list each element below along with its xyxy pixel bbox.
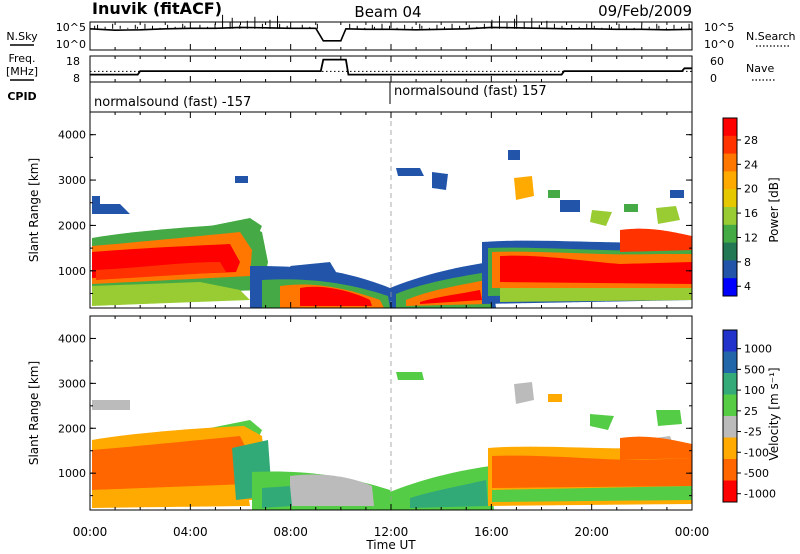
nave-tick-top: 60 <box>710 55 724 68</box>
velocity-colorbar-swatch <box>723 373 737 395</box>
power-y-tick: 3000 <box>58 174 86 187</box>
velocity-colorbar-swatch <box>723 416 737 438</box>
velocity-colorbar-tick: -500 <box>744 467 769 480</box>
noise-panel: N.Sky 10^5 10^0 10^5 10^0 N.Search <box>6 14 796 51</box>
velocity-colorbar-swatch <box>723 480 737 503</box>
freq-label: Freq. <box>8 52 35 65</box>
cpid-right-text: normalsound (fast) 157 <box>394 84 547 99</box>
nsky-spikes <box>89 14 690 29</box>
power-colorbar-swatch <box>723 278 737 297</box>
x-tick-label: 00:00 <box>675 525 710 539</box>
velocity-colorbar-tick: 500 <box>744 363 765 376</box>
power-colorbar-swatch <box>723 118 737 137</box>
power-panel: 1000 2000 3000 4000 Slant Range [km] <box>27 111 693 309</box>
power-colorbar-swatch <box>723 242 737 261</box>
cpid-label: CPID <box>7 90 36 103</box>
power-colorbar-tick: 12 <box>744 231 758 244</box>
velocity-colorbar-tick: -25 <box>744 426 762 439</box>
velocity-colorbar-swatch <box>723 394 737 417</box>
velocity-colorbar: 1000 500 100 25 -25 -100 -500 -1000 Velocity [m… <box>722 329 781 503</box>
velocity-y-axis: 1000 2000 3000 4000 <box>58 332 692 497</box>
power-colorbar-tick: 28 <box>744 134 758 147</box>
power-colorbar-swatch <box>723 260 737 279</box>
x-tick-label: 12:00 <box>374 525 409 539</box>
x-tick-label: 16:00 <box>474 525 509 539</box>
noise-tick-bottom-right: 10^0 <box>704 38 734 51</box>
power-colorbar-swatch <box>723 153 737 172</box>
freq-unit-label: [MHz] <box>6 65 38 78</box>
station-title: Inuvik (fitACF) <box>92 0 222 18</box>
noise-tick-top-right: 10^5 <box>704 21 734 34</box>
freq-line <box>90 58 692 76</box>
freq-tick-top: 18 <box>66 55 80 68</box>
freq-tick-bottom: 8 <box>73 72 80 85</box>
velocity-heatmap <box>92 372 692 510</box>
power-colorbar-tick: 16 <box>744 207 758 220</box>
x-axis-label: Time UT <box>365 538 416 552</box>
noise-tick-top-left: 10^5 <box>56 21 86 34</box>
cpid-row: CPID normalsound (fast) -157 normalsound… <box>7 82 693 112</box>
power-y-tick: 4000 <box>58 129 86 142</box>
power-colorbar-tick: 24 <box>744 158 758 171</box>
power-colorbar-swatch <box>723 171 737 190</box>
power-colorbar-swatch <box>723 224 737 244</box>
power-colorbar-swatch <box>723 135 737 155</box>
velocity-panel: 1000 2000 3000 4000 Slant Range [km] <box>27 315 693 511</box>
noise-tick-bottom-left: 10^0 <box>56 38 86 51</box>
velocity-colorbar-swatch <box>723 459 737 481</box>
power-colorbar-swatch <box>723 189 737 208</box>
velocity-colorbar-swatch <box>723 330 737 352</box>
velocity-y-tick: 2000 <box>58 422 86 435</box>
time-x-axis: 00:00 04:00 08:00 12:00 16:00 20:00 00:00 <box>73 22 710 539</box>
nsearch-label: N.Search <box>746 30 796 43</box>
power-colorbar-tick: 20 <box>744 183 758 196</box>
velocity-colorbar-label: Velocity [m s⁻¹] <box>767 367 781 460</box>
velocity-colorbar-swatch <box>723 351 737 374</box>
velocity-colorbar-tick: 100 <box>744 384 765 397</box>
nave-tick-bottom: 0 <box>710 72 717 85</box>
velocity-y-tick: 4000 <box>58 332 86 345</box>
velocity-y-label: Slant Range [km] <box>27 361 41 465</box>
beam-title: Beam 04 <box>354 3 421 21</box>
velocity-y-tick: 1000 <box>58 467 86 480</box>
velocity-colorbar-tick: 1000 <box>744 343 772 356</box>
power-y-tick: 1000 <box>58 265 86 278</box>
nave-label: Nave <box>746 62 774 75</box>
power-colorbar-label: Power [dB] <box>767 177 781 242</box>
velocity-colorbar-swatch <box>723 437 737 460</box>
cpid-left-text: normalsound (fast) -157 <box>94 95 251 110</box>
date-title: 09/Feb/2009 <box>598 2 692 20</box>
power-colorbar-tick: 8 <box>744 256 751 269</box>
velocity-y-tick: 3000 <box>58 377 86 390</box>
x-tick-label: 20:00 <box>574 525 609 539</box>
velocity-colorbar-tick: -1000 <box>744 488 776 501</box>
power-y-tick: 2000 <box>58 219 86 232</box>
x-tick-label: 08:00 <box>273 525 308 539</box>
velocity-colorbar-tick: -100 <box>744 446 769 459</box>
power-y-label: Slant Range [km] <box>27 158 41 262</box>
x-tick-label: 04:00 <box>173 525 208 539</box>
power-colorbar: 28 24 20 16 12 8 4 Power [dB] <box>722 117 781 297</box>
velocity-colorbar-tick: 25 <box>744 405 758 418</box>
power-y-axis: 1000 2000 3000 4000 <box>58 129 692 294</box>
power-heatmap <box>92 150 692 308</box>
nsky-label: N.Sky <box>6 30 38 43</box>
nsky-line <box>89 26 693 42</box>
x-tick-label: 00:00 <box>73 525 108 539</box>
power-colorbar-tick: 4 <box>744 280 751 293</box>
power-colorbar-swatch <box>723 207 737 226</box>
